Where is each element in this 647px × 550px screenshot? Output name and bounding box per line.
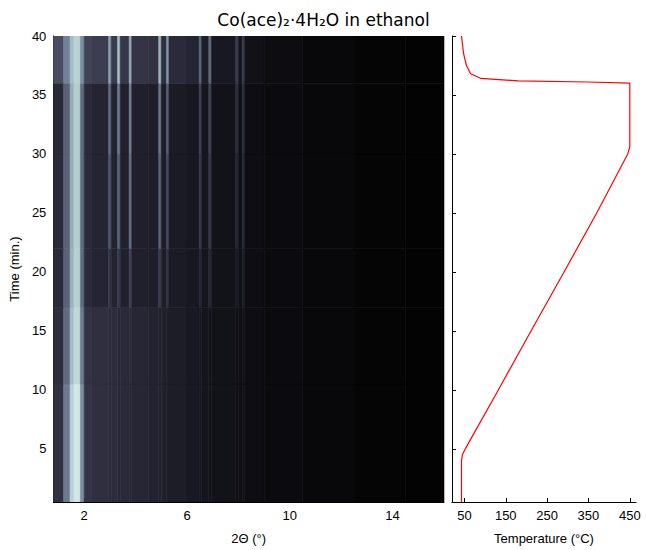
svg-text:450: 450	[619, 508, 641, 523]
svg-text:Co(ace)₂·4H₂O in ethanol: Co(ace)₂·4H₂O in ethanol	[217, 10, 429, 30]
svg-text:30: 30	[32, 146, 46, 161]
svg-text:150: 150	[495, 508, 517, 523]
svg-text:5: 5	[39, 441, 46, 456]
svg-text:40: 40	[32, 29, 46, 44]
svg-text:20: 20	[32, 264, 46, 279]
svg-text:25: 25	[32, 205, 46, 220]
svg-text:250: 250	[536, 508, 558, 523]
svg-text:Temperature (°C): Temperature (°C)	[494, 531, 594, 546]
svg-text:14: 14	[385, 508, 399, 523]
svg-text:15: 15	[32, 323, 46, 338]
svg-text:Time (min.): Time (min.)	[7, 236, 22, 301]
svg-text:350: 350	[578, 508, 600, 523]
svg-text:10: 10	[32, 382, 46, 397]
svg-text:6: 6	[183, 508, 190, 523]
svg-text:2Θ (°): 2Θ (°)	[231, 531, 266, 546]
svg-text:35: 35	[32, 87, 46, 102]
svg-text:2: 2	[81, 508, 88, 523]
svg-text:50: 50	[457, 508, 471, 523]
svg-text:10: 10	[283, 508, 297, 523]
